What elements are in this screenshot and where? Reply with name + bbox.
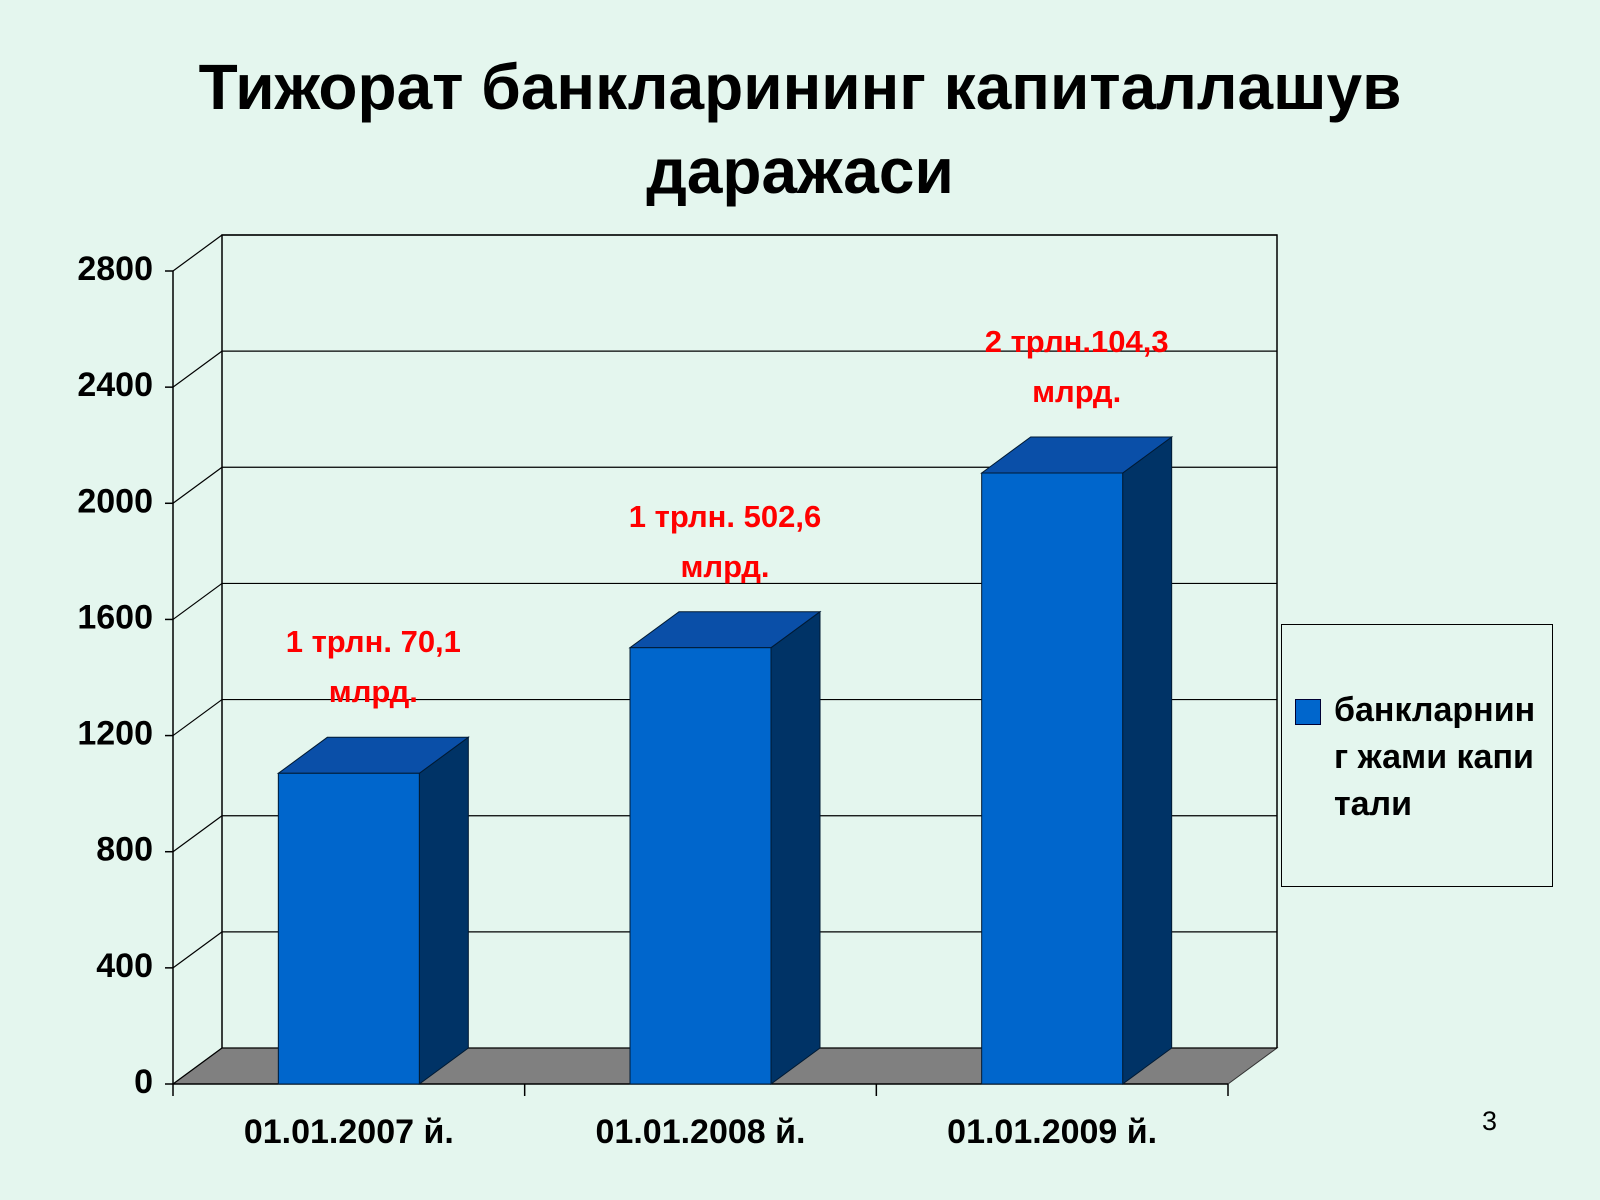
x-tick-label: 01.01.2009 й. bbox=[947, 1113, 1157, 1151]
slide-number: 3 bbox=[1482, 1106, 1498, 1136]
value-label: 1 трлн. 502,6 млрд. bbox=[628, 498, 822, 584]
legend-label: банкларнинг жами капитали bbox=[1334, 691, 1536, 823]
legend: банкларнинг жами капитали bbox=[1281, 624, 1553, 887]
y-tick-label: 2000 bbox=[77, 482, 153, 520]
y-tick-label: 400 bbox=[96, 947, 153, 985]
grid-line bbox=[172, 234, 223, 272]
grid-line bbox=[172, 815, 223, 853]
grid-line bbox=[172, 931, 223, 969]
y-tick-label: 1600 bbox=[77, 598, 153, 636]
y-tick-label: 0 bbox=[134, 1063, 153, 1101]
bar bbox=[277, 772, 420, 1085]
grid-line bbox=[172, 582, 223, 620]
grid-line bbox=[172, 1047, 223, 1085]
bar-side bbox=[1122, 436, 1173, 1085]
chart-title: Тижорат банкларининг капиталлашув даража… bbox=[198, 51, 1402, 207]
value-label: 2 трлн.104,3 млрд. bbox=[984, 324, 1169, 409]
y-tick-label: 2800 bbox=[77, 250, 153, 288]
grid-line bbox=[172, 699, 223, 737]
bar-side bbox=[770, 610, 821, 1085]
y-tick-label: 2400 bbox=[77, 366, 153, 404]
legend-swatch bbox=[1295, 699, 1321, 725]
value-label: 1 трлн. 70,1 млрд. bbox=[285, 624, 461, 710]
x-tick-label: 01.01.2008 й. bbox=[596, 1113, 806, 1151]
x-tick-label: 01.01.2007 й. bbox=[244, 1113, 454, 1151]
bar bbox=[629, 647, 772, 1085]
y-tick-label: 1200 bbox=[77, 715, 153, 753]
grid-line bbox=[172, 350, 223, 388]
bar-side bbox=[418, 736, 469, 1085]
y-tick-label: 800 bbox=[96, 831, 153, 869]
grid-line bbox=[172, 466, 223, 504]
bar bbox=[981, 472, 1124, 1085]
